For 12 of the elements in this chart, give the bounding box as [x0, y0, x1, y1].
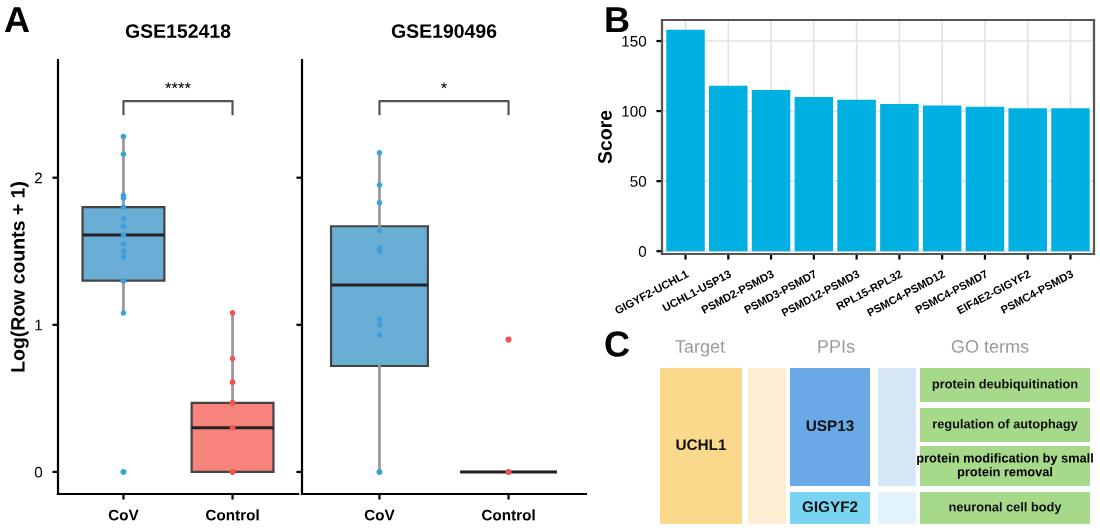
text: GO terms: [951, 340, 1029, 353]
text: C: [605, 331, 630, 357]
annotation: *: [441, 82, 447, 89]
text: B: [606, 7, 629, 32]
y-axis-title: Score: [598, 110, 612, 164]
chart-title: GSE152418: [125, 24, 231, 38]
text: PPIs: [818, 340, 855, 353]
chart-title: GSE190496: [391, 24, 497, 38]
text: Target: [675, 340, 725, 357]
text: A: [4, 7, 30, 32]
annotation: ****: [165, 82, 191, 89]
y-axis-title: Log(Row counts + 1): [10, 182, 29, 372]
